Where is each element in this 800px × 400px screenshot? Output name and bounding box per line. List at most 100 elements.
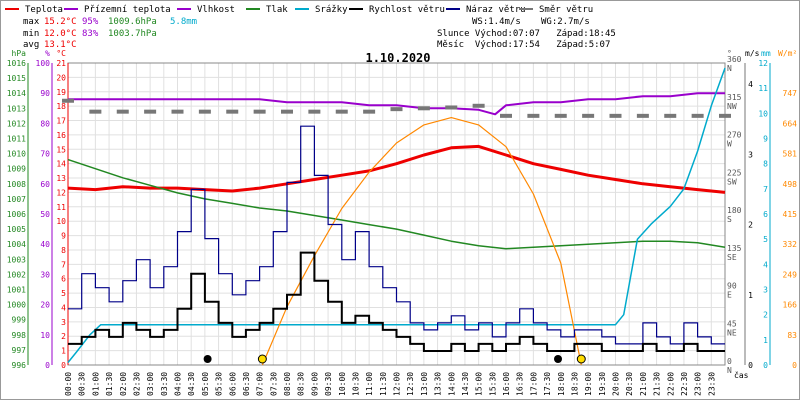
wm2-axis-tick: 498 [783,180,798,189]
pct-axis-tick: 90 [40,89,50,98]
hpa-axis-tick: 1013 [7,104,26,113]
x-axis-label: čas [734,370,749,380]
wm2-axis-tick: 83 [787,331,797,340]
sun-marker [257,354,267,364]
temp-axis-tick: 12 [56,188,66,197]
dir-axis-tick: 90 [727,282,737,291]
dir-axis-tick: 180 [727,206,742,215]
pct-axis-tick: 50 [40,210,50,219]
stat-wg: WG:2.7m/s [541,17,590,27]
legend-label: Přízemní teplota [84,5,171,15]
x-tick-label: 10:30 [351,372,360,396]
x-tick-label: 14:30 [461,372,470,396]
dir-axis-dir: SE [727,253,737,262]
temp-axis-tick: 19 [56,88,66,97]
dir-axis-tick: 45 [727,319,737,328]
x-tick-label: 12:30 [406,372,415,396]
legend-label: Náraz větru [466,5,526,15]
dir-axis-tick: 315 [727,93,742,102]
temp-axis-tick: 3 [61,318,66,327]
mm-axis-tick: 8 [763,160,768,169]
dir-axis-label: ° [727,49,732,58]
pct-axis-tick: 80 [40,119,50,128]
dir-axis-tick: 225 [727,168,742,177]
temp-axis-tick: 6 [61,275,66,284]
pct-axis-label: % [45,49,50,58]
temp-axis-tick: 2 [61,332,66,341]
stat-ws: WS:1.4m/s [472,17,521,27]
hpa-axis-tick: 1001 [7,286,26,295]
dir-axis-dir: N [727,64,732,73]
x-tick-label: 01:00 [91,372,100,396]
hpa-axis-tick: 1007 [7,195,26,204]
x-tick-label: 07:30 [269,372,278,396]
stat-sun: Slunce Východ:07:07 Západ:18:45 [437,29,616,39]
mm-axis-tick: 3 [763,286,768,295]
mm-axis-tick: 0 [763,361,768,370]
x-tick-label: 08:30 [297,372,306,396]
x-tick-label: 03:00 [146,372,155,396]
x-tick-label: 06:30 [242,372,251,396]
stat-rain-total: 5.8mm [170,17,197,27]
hpa-axis-tick: 997 [12,346,27,355]
x-tick-label: 12:00 [393,372,402,396]
dir-axis-dir: NE [727,328,737,337]
x-tick-label: 02:00 [119,372,128,396]
x-tick-label: 15:30 [488,372,497,396]
wm2-axis-tick: 166 [783,301,798,310]
hpa-axis-tick: 1016 [7,59,26,68]
moon-marker [203,355,212,363]
mm-axis-tick: 11 [758,84,768,93]
dir-axis-tick: 270 [727,131,742,140]
x-tick-label: 23:30 [707,372,716,396]
x-tick-label: 19:30 [598,372,607,396]
hpa-axis-tick: 1015 [7,74,26,83]
x-tick-label: 11:00 [365,372,374,396]
legend-label: Rychlost větru [369,5,445,15]
wm2-axis-tick: 0 [792,361,797,370]
x-tick-label: 22:00 [666,372,675,396]
x-tick-label: 21:00 [639,372,648,396]
stat-max-hum: 95% [82,17,99,27]
stat-max-label: max [23,17,40,27]
x-tick-label: 11:30 [379,372,388,396]
x-tick-label: 09:30 [324,372,333,396]
hpa-axis-tick: 1008 [7,180,26,189]
x-tick-label: 15:00 [475,372,484,396]
legend-label: Směr větru [539,5,593,15]
dir-axis-tick: 360 [727,55,742,64]
temp-axis-tick: 14 [56,160,66,169]
x-tick-label: 17:00 [529,372,538,396]
x-tick-label: 17:30 [543,372,552,396]
x-tick-label: 01:30 [105,372,114,396]
x-tick-label: 20:00 [612,372,621,396]
series-tlak [67,158,726,250]
mm-axis-tick: 2 [763,311,768,320]
stat-max-press: 1009.6hPa [108,17,157,27]
stats-panel: max 15.2°C 95% 1009.6hPa 5.8mm min 12.0°… [23,17,616,50]
temp-axis-tick: 21 [56,59,66,68]
legend-label: Teplota [25,5,63,15]
x-tick-label: 07:00 [256,372,265,396]
dir-axis-dir: NW [727,102,737,111]
ms-axis-tick: 3 [748,150,753,159]
hpa-axis-tick: 998 [12,331,27,340]
x-tick-label: 18:30 [570,372,579,396]
mm-axis-tick: 7 [763,185,768,194]
series-naraz-vetru [68,125,725,345]
temp-axis-tick: 9 [61,232,66,241]
y-axes: 9969979989991000100110021003100410051006… [7,49,798,375]
dir-axis-dir: N [727,366,732,375]
hpa-axis-tick: 1000 [7,301,26,310]
dir-axis-dir: E [727,291,732,300]
x-tick-label: 06:00 [228,372,237,396]
x-tick-label: 04:30 [187,372,196,396]
dir-axis-dir: SW [727,177,737,186]
hpa-axis-tick: 1006 [7,210,26,219]
pct-axis-tick: 60 [40,180,50,189]
x-tick-label: 18:00 [557,372,566,396]
dir-axis-tick: 135 [727,244,742,253]
mm-axis-tick: 4 [763,260,768,269]
hpa-axis-tick: 1003 [7,255,26,264]
